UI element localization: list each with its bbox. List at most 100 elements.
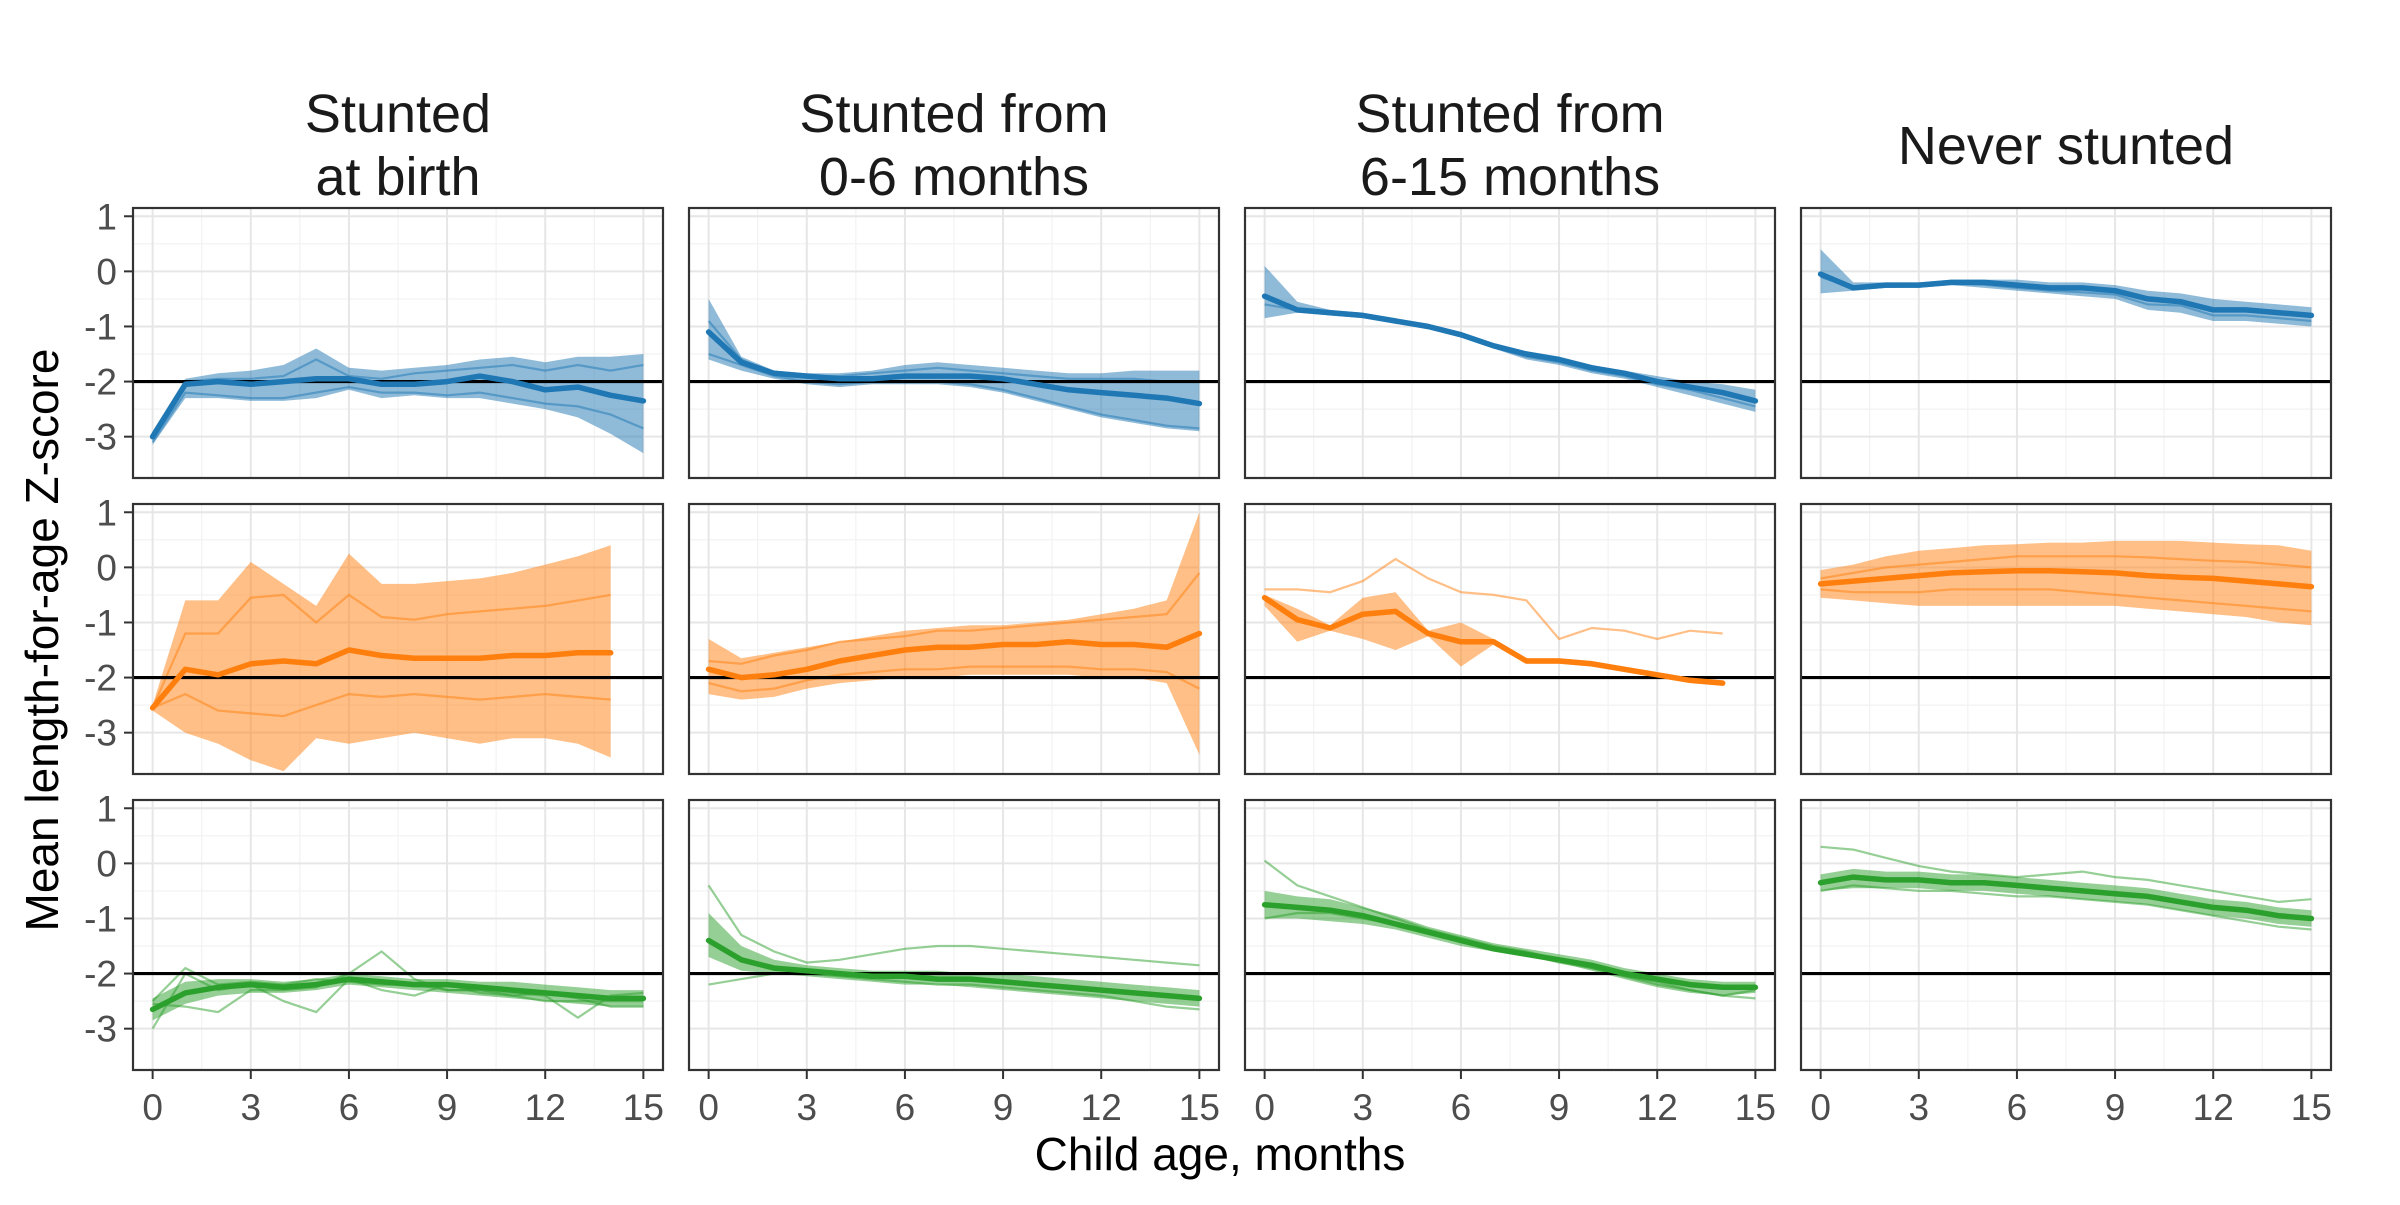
column-title-line1: Stunted [305, 84, 491, 144]
y-tick-label: -2 [84, 954, 117, 995]
panel-border [1799, 502, 2333, 776]
panel-plot-area [133, 950, 663, 1030]
y-tick-label: 1 [96, 196, 117, 237]
cohort-line [707, 884, 1200, 967]
panel-border [131, 798, 665, 1072]
mean-line [1261, 594, 1726, 686]
column-title-line1: Stunted from [799, 84, 1108, 144]
mean-line [1261, 293, 1759, 404]
x-tick-label: 0 [142, 1087, 163, 1128]
row-strip-label: South Asia [2338, 806, 2398, 1065]
panel-2-4 [1799, 502, 2333, 776]
panels-layer [131, 206, 2333, 1072]
cohort-line [708, 665, 1200, 693]
y-tick-label: 0 [96, 547, 117, 588]
panel-2-2 [687, 502, 1221, 776]
panel-border [1243, 502, 1777, 776]
x-tick-label: 15 [1735, 1087, 1776, 1128]
column-title-line1: Stunted from [1355, 84, 1664, 144]
panel-border [1799, 798, 2333, 1072]
x-tick-label: 0 [698, 1087, 719, 1128]
panel-plot-area [689, 512, 1219, 755]
y-tick-label: -3 [84, 713, 117, 754]
x-tick-label: 6 [2007, 1087, 2028, 1128]
y-axis-title: Mean length-for-age Z-score [16, 349, 68, 932]
mean-line [149, 976, 647, 1013]
panel-plot-area [1245, 859, 1775, 1000]
panel-border [131, 502, 665, 776]
panel-plot-area [689, 884, 1219, 1011]
x-tick-label: 6 [895, 1087, 916, 1128]
y-tick-label: -2 [84, 658, 117, 699]
panel-plot-area [1801, 845, 2331, 976]
column-title-line2: 0-6 months [819, 147, 1089, 207]
panel-3-2 [687, 798, 1221, 1072]
x-axis-title: Child age, months [1035, 1128, 1406, 1180]
range-band [1264, 592, 1723, 686]
panel-border [687, 798, 1221, 1072]
panel-plot-area [1245, 265, 1775, 412]
range-band [708, 298, 1200, 432]
column-title-line2: 6-15 months [1360, 147, 1660, 207]
panel-3-3 [1243, 798, 1777, 1072]
panel-1-2 [687, 206, 1221, 480]
y-tick-label: 1 [96, 788, 117, 829]
x-tick-label: 15 [623, 1087, 664, 1128]
cohort-line [1264, 557, 1723, 641]
mean-line [705, 937, 1203, 1002]
mean-line [1817, 567, 2315, 590]
cohort-line [1820, 555, 2312, 580]
row-strip-2: atin Americ [2338, 505, 2398, 772]
panel-2-3 [1243, 502, 1777, 776]
row-strip-1: Africa [2338, 274, 2398, 413]
panel-1-4 [1799, 206, 2333, 480]
cohort-line [151, 385, 644, 443]
panel-3-4 [1799, 798, 2333, 1072]
mean-line [1817, 874, 2315, 922]
panel-plot-area [1801, 540, 2331, 680]
x-tick-label: 3 [240, 1087, 261, 1128]
tick-labels: 1 0 -1 -2 -3 1 0 -1 -2 -3 1 0 -1 -2 -3 0 3 6 9 12 15 0 3 6 9 12 15… [84, 196, 2332, 1128]
x-tick-label: 12 [2193, 1087, 2234, 1128]
panel-border [131, 206, 665, 480]
x-tick-label: 0 [1254, 1087, 1275, 1128]
x-tick-label: 0 [1810, 1087, 1831, 1128]
panel-border [687, 206, 1221, 480]
panel-1-1 [131, 206, 665, 480]
y-tick-label: -1 [84, 602, 117, 643]
panel-border [1799, 206, 2333, 480]
cohort-line [708, 572, 1201, 665]
x-tick-label: 9 [2105, 1087, 2126, 1128]
y-tick-label: -1 [84, 898, 117, 939]
panel-plot-area [1801, 249, 2331, 384]
y-tick-label: -3 [84, 417, 117, 458]
x-tick-label: 6 [339, 1087, 360, 1128]
panel-border [687, 502, 1221, 776]
panel-1-3 [1243, 206, 1777, 480]
y-tick-label: -2 [84, 362, 117, 403]
mean-line [1261, 901, 1759, 991]
y-tick-label: -1 [84, 306, 117, 347]
range-band [1264, 890, 1756, 996]
x-tick-label: 9 [1549, 1087, 1570, 1128]
x-tick-label: 12 [525, 1087, 566, 1128]
range-band [708, 913, 1200, 1007]
x-tick-label: 9 [993, 1087, 1014, 1128]
mean-line [705, 329, 1203, 407]
mean-line [705, 630, 1203, 681]
mean-line [149, 373, 647, 440]
panel-3-1 [131, 798, 665, 1072]
cohort-line [1263, 859, 1756, 1000]
panel-plot-area [133, 545, 663, 772]
y-tick-label: -3 [84, 1009, 117, 1050]
panel-border [1243, 206, 1777, 480]
column-title-line1: Never stunted [1898, 116, 2234, 176]
cohort-line [151, 593, 611, 709]
y-tick-label: 0 [96, 251, 117, 292]
x-tick-label: 15 [2291, 1087, 2332, 1128]
x-tick-label: 12 [1081, 1087, 1122, 1128]
mean-line [1817, 271, 2315, 319]
